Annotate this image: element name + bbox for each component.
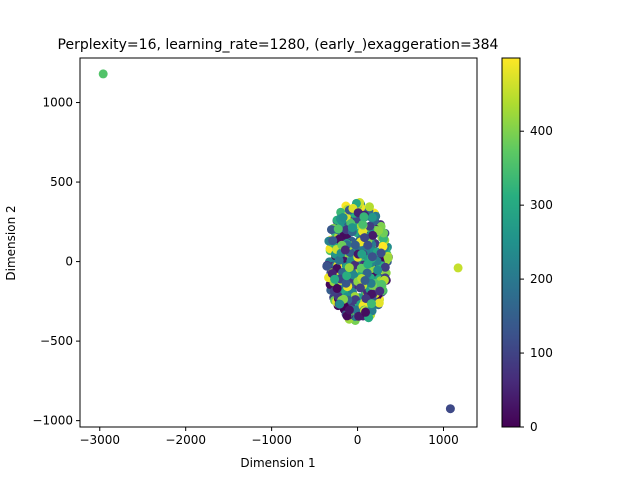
scatter-point (332, 284, 342, 293)
scatter-point (322, 261, 332, 271)
colorbar-tick-label: 300 (530, 198, 553, 212)
scatter-point (367, 299, 376, 309)
y-tick-label: 1000 (42, 96, 73, 110)
scatter-point (344, 263, 354, 273)
points-layer (98, 69, 463, 414)
scatter-point (363, 240, 373, 250)
scatter-point (334, 255, 344, 265)
colorbar-tick-label: 400 (530, 124, 553, 138)
scatter-point (350, 240, 360, 250)
y-tick-label: 500 (50, 175, 73, 189)
scatter-point (375, 286, 385, 296)
scatter-point (367, 252, 377, 262)
scatter-point (355, 283, 365, 293)
colorbar-tick-label: 0 (530, 420, 538, 434)
y-tick-label: 0 (65, 255, 73, 269)
scatter-point (344, 305, 354, 315)
scatter-point (374, 298, 384, 308)
scatter-point (373, 265, 383, 275)
scatter-point (376, 248, 386, 258)
scatter-point (362, 268, 372, 278)
scatter-point (342, 271, 352, 281)
scatter-point (360, 233, 370, 243)
scatter-point (347, 223, 357, 233)
scatter-point (333, 224, 343, 234)
scatter-point (361, 307, 370, 317)
scatter-point (349, 270, 358, 280)
x-axis-label: Dimension 1 (240, 456, 315, 470)
scatter-point (358, 219, 368, 229)
x-tick-label: 1000 (428, 433, 459, 447)
plot-frame (79, 57, 478, 428)
x-axis-ticks: −3000 −2000 −1000 0 1000 (79, 427, 459, 447)
scatter-point (368, 230, 378, 240)
scatter-point (383, 253, 393, 263)
scatter-point (357, 249, 367, 259)
scatter-point (340, 245, 350, 255)
scatter-point (359, 212, 369, 222)
scatter-point (360, 276, 370, 285)
scatter-point (354, 311, 364, 321)
colorbar (501, 57, 521, 428)
scatter-point (363, 259, 373, 269)
colorbar-tick-label: 200 (530, 272, 553, 286)
outlier-point (98, 69, 108, 79)
scatter-point (338, 213, 348, 222)
x-tick-label: −1000 (251, 433, 292, 447)
scatter-point (365, 202, 374, 212)
outlier-point (453, 263, 463, 273)
chart-title: Perplexity=16, learning_rate=1280, (earl… (58, 37, 499, 53)
scatter-point (335, 299, 345, 309)
scatter-point (367, 212, 377, 222)
colorbar-ticks: 0 100 200 300 400 (520, 124, 553, 434)
x-tick-label: 0 (354, 433, 362, 447)
y-tick-label: −500 (40, 334, 73, 348)
x-tick-label: −3000 (79, 433, 120, 447)
y-axis-ticks: −1000 −500 0 500 1000 (32, 96, 80, 428)
colorbar-tick-label: 100 (530, 346, 553, 360)
scatter-point (380, 262, 390, 272)
y-tick-label: −1000 (32, 414, 73, 428)
scatter-point (330, 274, 340, 284)
y-axis-label: Dimension 2 (4, 205, 18, 280)
x-tick-label: −2000 (165, 433, 206, 447)
scatter-point (365, 221, 375, 231)
scatter-point (341, 278, 351, 288)
scatter-point (356, 263, 366, 273)
scatter-point (328, 236, 338, 246)
outlier-point (445, 404, 455, 414)
